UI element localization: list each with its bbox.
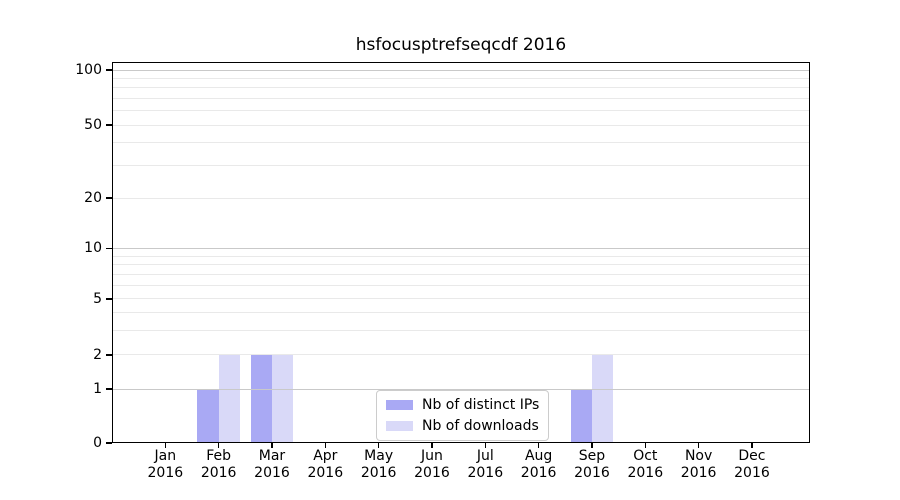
x-tick-mark	[591, 443, 593, 448]
bar-distinct-ips	[570, 389, 592, 443]
bar-downloads	[218, 354, 240, 443]
bar-downloads	[591, 354, 614, 443]
x-tick-mark	[484, 443, 487, 448]
x-tick-label: Nov 2016	[667, 448, 731, 482]
legend-entry: Nb of downloads	[386, 418, 539, 434]
x-tick-label: Sep 2016	[560, 448, 624, 482]
gridline-y-40	[112, 142, 810, 144]
y-tick-mark	[106, 124, 112, 126]
legend-entry: Nb of distinct IPs	[386, 397, 539, 413]
x-tick-label: Dec 2016	[720, 448, 784, 482]
x-tick-month: May	[364, 448, 394, 464]
gridline-y-80	[112, 87, 810, 89]
gridline-y-10	[112, 247, 810, 249]
x-tick-mark	[324, 443, 327, 448]
y-tick-label: 5	[93, 290, 102, 307]
x-tick-year: 2016	[200, 465, 237, 481]
x-tick-label: Aug 2016	[507, 448, 571, 482]
y-tick-label: 2	[93, 346, 102, 363]
bar-distinct-ips	[250, 354, 272, 443]
x-tick-label: Feb 2016	[187, 448, 251, 482]
x-tick-mark	[644, 443, 647, 448]
y-tick-mark	[106, 298, 112, 300]
x-tick-mark	[431, 443, 433, 448]
x-tick-mark	[164, 443, 167, 448]
x-tick-label: Jul 2016	[453, 448, 517, 482]
x-tick-mark	[751, 443, 753, 448]
x-tick-month: Apr	[313, 448, 338, 464]
x-tick-label: Jun 2016	[400, 448, 464, 482]
x-tick-label: Apr 2016	[293, 448, 357, 482]
x-tick-year: 2016	[520, 465, 557, 481]
gridline-y-1	[112, 388, 810, 390]
x-tick-year: 2016	[734, 465, 770, 481]
x-tick-year: 2016	[627, 465, 664, 481]
gridline-y-5	[112, 298, 810, 300]
legend-swatch-icon	[386, 421, 413, 431]
y-tick-label: 10	[84, 240, 102, 257]
gridline-y-70	[112, 97, 810, 99]
x-tick-month: Dec	[738, 448, 766, 464]
gridline-y-3	[112, 329, 810, 331]
y-tick-label: 0	[93, 435, 102, 451]
chart-title: hsfocusptrefseqcdf 2016	[355, 35, 567, 55]
y-tick-mark	[106, 247, 112, 250]
y-tick-mark	[106, 197, 112, 199]
bar-distinct-ips	[197, 389, 219, 443]
x-tick-month: Mar	[258, 448, 286, 464]
x-tick-mark	[697, 443, 700, 448]
x-tick-mark	[271, 443, 273, 448]
y-tick-label: 20	[84, 190, 102, 207]
x-tick-year: 2016	[467, 465, 504, 481]
x-tick-year: 2016	[360, 465, 397, 481]
x-tick-label: Jan 2016	[133, 448, 197, 482]
x-tick-month: Feb	[206, 448, 232, 464]
gridline-y-9	[112, 255, 810, 257]
y-tick-label: 50	[84, 117, 102, 134]
plot-area: Nb of distinct IPs Nb of downloads	[112, 62, 810, 443]
gridline-y-6	[112, 285, 810, 287]
y-tick-mark	[106, 69, 112, 71]
x-tick-mark	[537, 443, 540, 448]
gridline-y-90	[112, 77, 810, 79]
gridline-y-60	[112, 110, 810, 112]
gridline-y-20	[112, 197, 810, 199]
x-tick-label: May 2016	[347, 448, 411, 482]
x-tick-month: Nov	[684, 448, 713, 464]
x-tick-year: 2016	[307, 465, 344, 481]
legend: Nb of distinct IPs Nb of downloads	[376, 390, 550, 441]
x-tick-label: Oct 2016	[613, 448, 677, 482]
gridline-y-100	[112, 69, 810, 71]
gridline-y-50	[112, 124, 810, 126]
y-tick-mark	[106, 354, 112, 356]
gridline-y-7	[112, 273, 810, 275]
x-tick-month: Aug	[524, 448, 553, 464]
x-tick-month: Oct	[633, 448, 658, 464]
x-tick-month: Jun	[421, 448, 443, 464]
y-tick-label: 1	[93, 381, 102, 397]
legend-label: Nb of downloads	[422, 418, 539, 434]
x-tick-year: 2016	[254, 465, 290, 481]
x-tick-month: Jan	[154, 448, 177, 464]
x-tick-year: 2016	[680, 465, 717, 481]
gridline-y-30	[112, 165, 810, 167]
legend-swatch-icon	[386, 400, 413, 410]
bar-downloads	[271, 354, 294, 443]
x-tick-label: Mar 2016	[240, 448, 304, 482]
legend-label: Nb of distinct IPs	[422, 397, 540, 413]
gridline-y-4	[112, 312, 810, 314]
x-tick-mark	[217, 443, 220, 448]
y-tick-mark	[106, 442, 112, 444]
x-tick-year: 2016	[574, 465, 610, 481]
gridline-y-2	[112, 354, 810, 356]
x-tick-year: 2016	[147, 465, 184, 481]
x-tick-year: 2016	[414, 465, 450, 481]
y-tick-mark	[106, 388, 112, 390]
y-tick-label: 100	[75, 62, 102, 78]
x-tick-mark	[377, 443, 380, 448]
gridline-y-8	[112, 264, 810, 266]
x-tick-month: Sep	[578, 448, 606, 464]
x-tick-month: Jul	[476, 448, 494, 464]
